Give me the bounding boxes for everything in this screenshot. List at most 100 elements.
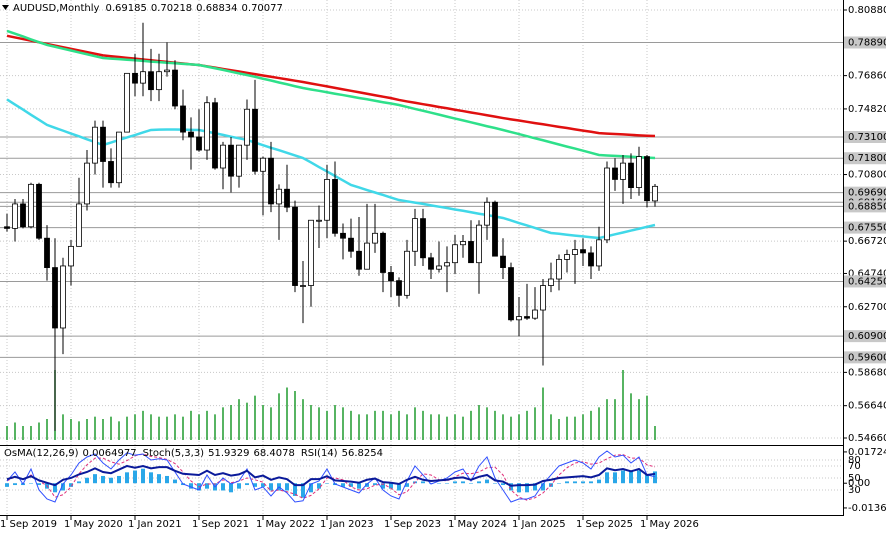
candle-body bbox=[268, 157, 274, 205]
candle-body bbox=[644, 156, 650, 202]
candle-body bbox=[364, 242, 370, 270]
y-tick-label: 0.80880 bbox=[848, 5, 886, 16]
candle-body bbox=[508, 267, 514, 321]
osma-bar bbox=[653, 471, 657, 484]
candle-body bbox=[420, 218, 426, 259]
rsi-last: 56.8254 bbox=[342, 448, 383, 459]
osma-bar bbox=[261, 483, 265, 487]
osma-bar bbox=[485, 479, 489, 484]
candle-body bbox=[564, 254, 570, 260]
osma-bar bbox=[133, 470, 137, 484]
level-label: 0.64250 bbox=[848, 276, 886, 287]
osma-bar bbox=[61, 483, 65, 491]
candle-body bbox=[460, 241, 466, 246]
osma-bar bbox=[53, 483, 57, 493]
osma-bar bbox=[557, 483, 561, 484]
osma-bar bbox=[461, 481, 465, 484]
x-tick-label: 1 Jan 2021 bbox=[128, 519, 182, 530]
y-tick-label: 0.62700 bbox=[848, 302, 886, 313]
candle-body bbox=[468, 241, 474, 264]
osma-bar bbox=[629, 470, 633, 484]
osma-bar bbox=[237, 483, 241, 489]
y-tick-label: 0.56640 bbox=[848, 401, 886, 412]
osma-bar bbox=[29, 483, 33, 484]
stoch-name: Stoch(5,3,3) bbox=[143, 448, 205, 459]
candle-body bbox=[28, 183, 34, 228]
level-label-box bbox=[844, 275, 886, 288]
candle-body bbox=[652, 185, 658, 202]
x-tick-label: 1 May 2020 bbox=[64, 519, 123, 530]
candle-body bbox=[396, 280, 402, 296]
level-label: 0.60900 bbox=[848, 331, 886, 342]
candle-body bbox=[516, 316, 522, 321]
level-label-box bbox=[844, 130, 886, 143]
osma-bar bbox=[469, 483, 473, 484]
level-label-box bbox=[844, 351, 886, 364]
osma-bar bbox=[165, 475, 169, 484]
osma-bar bbox=[493, 483, 497, 484]
osma-bar bbox=[445, 483, 449, 484]
candle-body bbox=[540, 285, 546, 311]
osma-bar bbox=[573, 481, 577, 484]
osma-bar bbox=[589, 481, 593, 484]
osma-bar bbox=[613, 472, 617, 484]
candle-body bbox=[284, 188, 290, 208]
candle-body bbox=[380, 232, 386, 273]
candle-body bbox=[324, 179, 330, 221]
osma-bar bbox=[501, 483, 505, 486]
x-tick-label: 1 May 2022 bbox=[256, 519, 315, 530]
y-tick-label: 0.74820 bbox=[848, 104, 886, 115]
candle-body bbox=[244, 108, 250, 146]
y-tick-label: 0.66720 bbox=[848, 236, 886, 247]
candle-body bbox=[44, 237, 50, 268]
osma-bar bbox=[477, 481, 481, 484]
osma-bar bbox=[541, 483, 545, 491]
level-label: 0.71800 bbox=[848, 153, 886, 164]
candle-body bbox=[580, 249, 586, 254]
osma-bar bbox=[101, 475, 105, 484]
x-tick-label: 1 May 2026 bbox=[640, 519, 699, 530]
indicator-panel bbox=[0, 450, 843, 503]
candle-body bbox=[300, 285, 306, 287]
x-tick-label: 1 Sep 2019 bbox=[0, 519, 57, 530]
candle-body bbox=[444, 262, 450, 267]
osma-bar bbox=[373, 483, 377, 486]
osma-last: 0.0064977 bbox=[83, 448, 137, 459]
level-label-box bbox=[844, 200, 886, 213]
osma-bar bbox=[37, 483, 41, 486]
osc-tick-label: 80 bbox=[848, 455, 861, 466]
candle-body bbox=[236, 144, 242, 177]
osma-tick-label: -0.013615 bbox=[848, 503, 886, 514]
last-high: 0.70218 bbox=[151, 3, 192, 14]
osc-tick-label: 70 bbox=[848, 461, 861, 472]
candle-body bbox=[332, 179, 338, 234]
price-axis: 0.80880 0.76860 0.74820 0.70800 0.66720 0.647… bbox=[843, 5, 886, 514]
osma-bar bbox=[157, 474, 161, 484]
candle-body bbox=[556, 259, 562, 280]
osma-bar bbox=[317, 483, 321, 489]
candle-body bbox=[524, 316, 530, 319]
menu-arrow[interactable] bbox=[2, 5, 9, 10]
osma-bar bbox=[253, 483, 257, 487]
candle-body bbox=[316, 219, 322, 222]
level-label-box bbox=[844, 186, 886, 199]
osma-bar bbox=[77, 481, 81, 484]
candle-body bbox=[596, 239, 602, 267]
osc-tick-label: 30 bbox=[848, 485, 861, 496]
candle-body bbox=[60, 265, 66, 329]
candle-body bbox=[604, 167, 610, 241]
x-tick-label: 1 Sep 2021 bbox=[192, 519, 249, 530]
candle-body bbox=[500, 255, 506, 268]
osma-bar bbox=[533, 483, 537, 491]
osma-tick-label: 0.00 bbox=[848, 478, 870, 489]
osma-bar bbox=[341, 483, 345, 487]
level-label: 0.69690 bbox=[848, 188, 886, 199]
candle-body bbox=[532, 309, 538, 319]
osma-bar bbox=[301, 483, 305, 498]
candle-body bbox=[356, 250, 362, 270]
level-label: 0.78890 bbox=[848, 37, 886, 48]
candle-body bbox=[172, 69, 178, 107]
level-label: 0.67550 bbox=[848, 223, 886, 234]
candle-body bbox=[116, 131, 122, 184]
